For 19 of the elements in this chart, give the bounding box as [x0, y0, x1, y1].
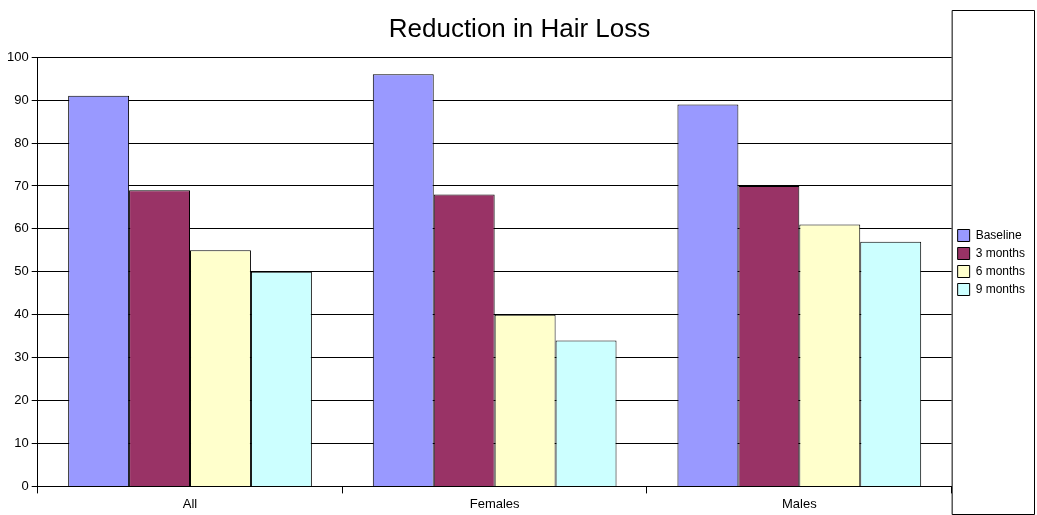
y-tick-label: 10 — [14, 435, 29, 451]
y-tick-label: 60 — [14, 220, 29, 236]
y-tick-label: 100 — [6, 48, 29, 64]
y-tick-label: 40 — [14, 306, 29, 322]
x-tick-label: Females — [469, 495, 521, 511]
legend-label: 6 months — [975, 263, 1025, 278]
legend-label: 3 months — [975, 245, 1025, 260]
x-tick-label: All — [182, 495, 198, 511]
y-tick-label: 80 — [14, 134, 29, 150]
chart-title: Reduction in Hair Loss — [388, 12, 651, 43]
y-tick-label: 0 — [21, 477, 29, 493]
x-tick-label: Males — [781, 495, 818, 511]
legend-label: Baseline — [975, 227, 1022, 242]
legend-label: 9 months — [975, 281, 1025, 296]
y-tick-label: 90 — [14, 91, 29, 107]
y-tick-label: 70 — [14, 177, 29, 193]
y-tick-label: 30 — [14, 349, 29, 365]
y-tick-label: 50 — [14, 263, 29, 279]
y-tick-label: 20 — [14, 392, 29, 408]
